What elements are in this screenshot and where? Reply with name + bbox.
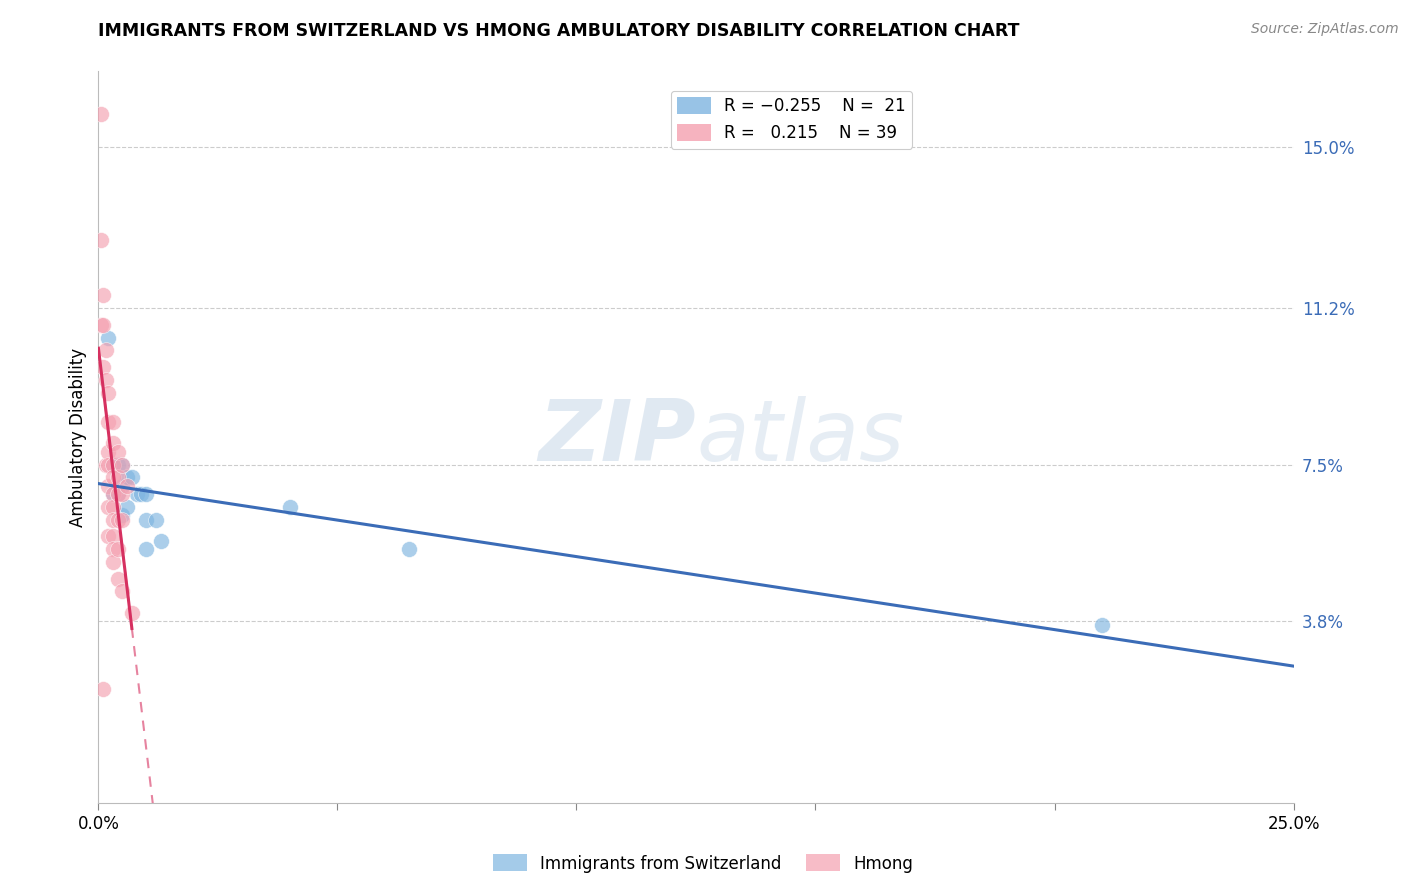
Point xyxy=(107,445,129,459)
Point xyxy=(90,106,112,120)
Point xyxy=(107,512,129,526)
Point xyxy=(107,542,129,557)
Point xyxy=(111,508,134,523)
Point xyxy=(145,512,167,526)
Point xyxy=(107,470,129,484)
Point xyxy=(115,470,138,484)
Point xyxy=(107,487,129,501)
Point xyxy=(121,470,143,484)
Point xyxy=(94,343,117,358)
Point xyxy=(107,572,129,586)
Point xyxy=(278,500,301,514)
Point xyxy=(135,512,157,526)
Point xyxy=(90,318,112,332)
Point xyxy=(111,479,134,493)
Point xyxy=(94,373,117,387)
Point xyxy=(101,487,124,501)
Point xyxy=(101,470,124,484)
Text: Source: ZipAtlas.com: Source: ZipAtlas.com xyxy=(1251,22,1399,37)
Point xyxy=(101,487,124,501)
Point xyxy=(111,458,134,472)
Point xyxy=(111,584,134,599)
Point xyxy=(107,487,129,501)
Point xyxy=(135,542,157,557)
Point xyxy=(94,458,117,472)
Point xyxy=(111,458,134,472)
Point xyxy=(101,529,124,543)
Point xyxy=(91,288,114,302)
Point xyxy=(91,681,114,696)
Text: atlas: atlas xyxy=(696,395,904,479)
Point xyxy=(101,436,124,450)
Text: IMMIGRANTS FROM SWITZERLAND VS HMONG AMBULATORY DISABILITY CORRELATION CHART: IMMIGRANTS FROM SWITZERLAND VS HMONG AMB… xyxy=(98,22,1019,40)
Point xyxy=(101,415,124,429)
Point xyxy=(97,529,120,543)
Point xyxy=(1091,618,1114,632)
Point xyxy=(107,458,129,472)
Point xyxy=(115,500,138,514)
Point xyxy=(131,487,153,501)
Legend: Immigrants from Switzerland, Hmong: Immigrants from Switzerland, Hmong xyxy=(486,847,920,880)
Point xyxy=(97,385,120,400)
Point xyxy=(101,500,124,514)
Point xyxy=(149,533,172,548)
Point xyxy=(97,458,120,472)
Point xyxy=(97,445,120,459)
Point xyxy=(125,487,148,501)
Y-axis label: Ambulatory Disability: Ambulatory Disability xyxy=(69,348,87,526)
Point xyxy=(101,458,124,472)
Point xyxy=(115,479,138,493)
Point xyxy=(121,606,143,620)
Point xyxy=(97,479,120,493)
Point xyxy=(101,458,124,472)
Point xyxy=(91,318,114,332)
Point xyxy=(101,555,124,569)
Point xyxy=(111,512,134,526)
Point xyxy=(101,542,124,557)
Point xyxy=(111,487,134,501)
Point xyxy=(91,360,114,375)
Point xyxy=(101,512,124,526)
Point xyxy=(135,487,157,501)
Point xyxy=(97,331,120,345)
Point xyxy=(97,500,120,514)
Point xyxy=(97,415,120,429)
Text: ZIP: ZIP xyxy=(538,395,696,479)
Legend: R = −0.255    N =  21, R =   0.215    N = 39: R = −0.255 N = 21, R = 0.215 N = 39 xyxy=(671,91,912,149)
Point xyxy=(398,542,420,557)
Point xyxy=(90,234,112,248)
